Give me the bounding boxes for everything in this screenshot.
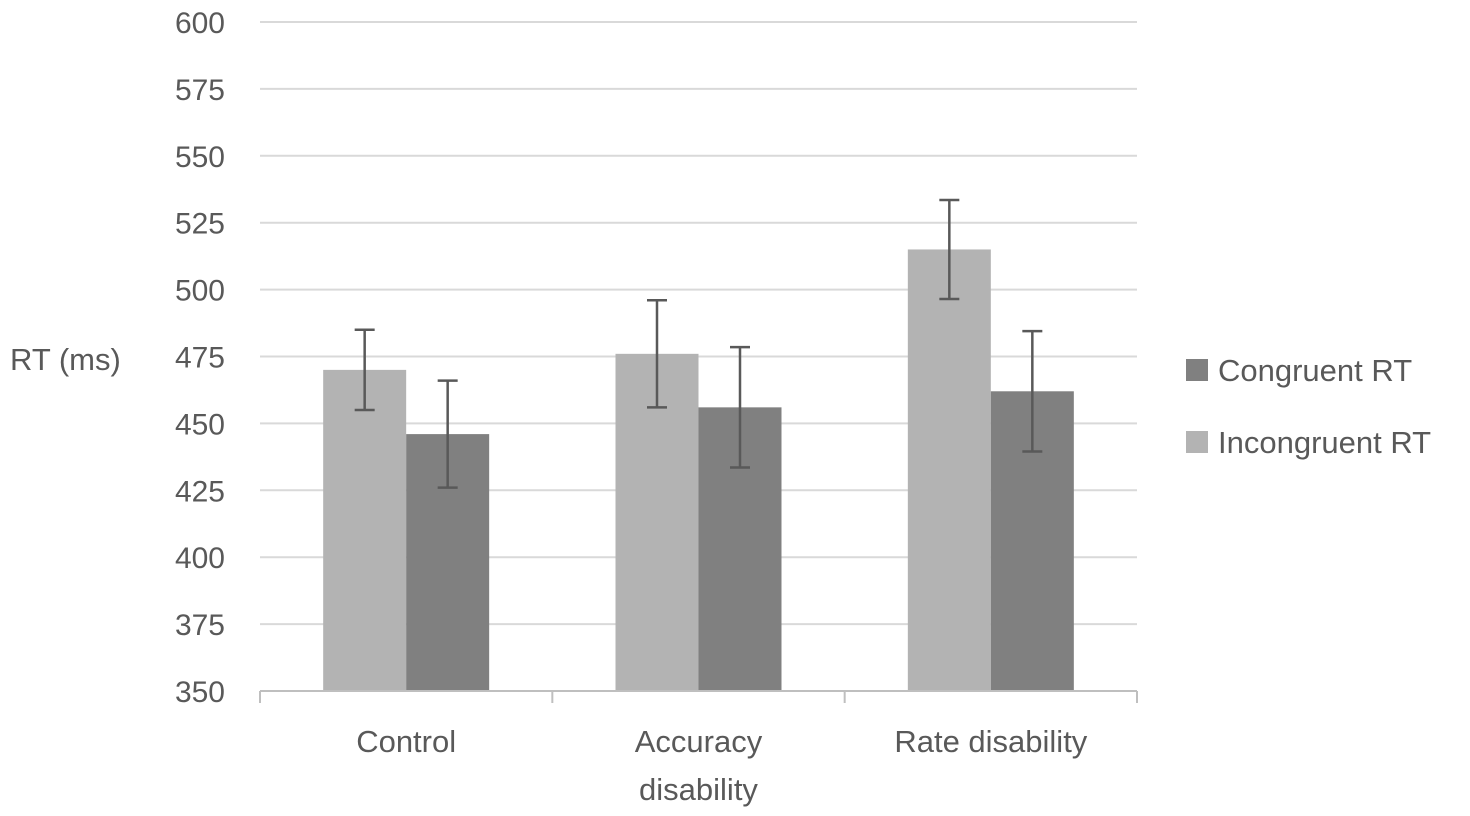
x-category-label: Control <box>356 724 456 759</box>
y-axis-label: RT (ms) <box>10 342 121 377</box>
legend-swatch <box>1186 431 1208 453</box>
bar-incongruent-rt <box>323 369 407 691</box>
y-tick-label: 375 <box>175 609 225 642</box>
error-bars <box>354 198 1043 489</box>
y-tick-label: 450 <box>175 408 225 441</box>
y-tick-label: 575 <box>175 74 225 107</box>
x-axis <box>259 690 1138 703</box>
bars <box>323 249 1074 691</box>
legend: Congruent RT Incongruent RT <box>1186 353 1431 460</box>
y-tick-label: 600 <box>175 7 225 40</box>
y-tick-label: 475 <box>175 342 225 375</box>
legend-label: Incongruent RT <box>1218 425 1431 460</box>
y-tick-label: 400 <box>175 542 225 575</box>
x-category-label: Rate disability <box>894 724 1087 759</box>
bar-incongruent-rt <box>907 249 991 691</box>
y-tick-label: 500 <box>175 275 225 308</box>
bar-incongruent-rt <box>615 353 699 691</box>
y-tick-label: 425 <box>175 475 225 508</box>
y-tick-label: 350 <box>175 676 225 709</box>
x-axis-category-labels: Control Accuracy disability Rate disability <box>356 724 1088 807</box>
legend-swatch <box>1186 359 1208 381</box>
x-category-label: Accuracy <box>635 724 763 759</box>
y-tick-label: 525 <box>175 208 225 241</box>
y-axis-ticks: 350 375 400 425 450 475 500 525 550 575 600 <box>175 7 225 709</box>
legend-label: Congruent RT <box>1218 353 1412 388</box>
x-category-label: disability <box>639 772 758 807</box>
y-tick-label: 550 <box>175 141 225 174</box>
